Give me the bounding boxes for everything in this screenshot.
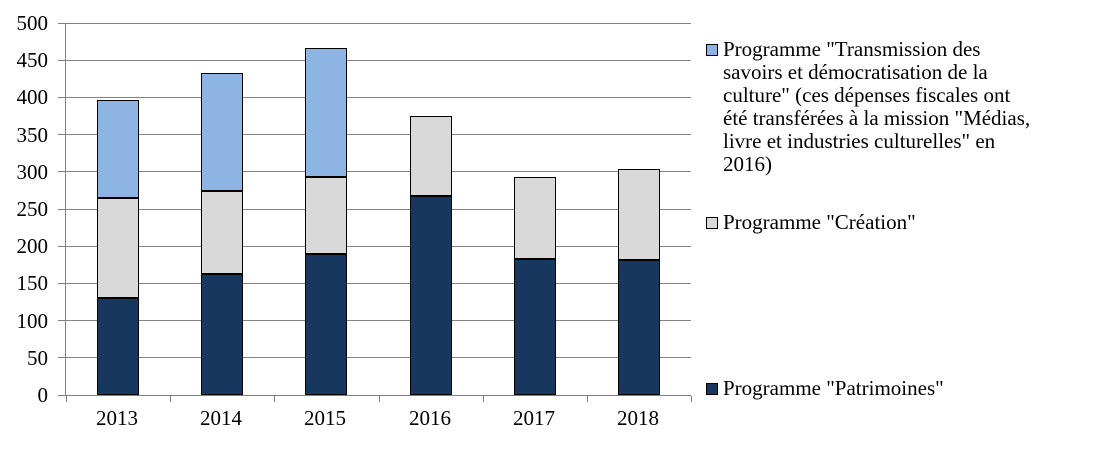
gridline-400: [66, 96, 691, 98]
x-axis: 2013 2014 2015 2016 2017 2018: [65, 403, 690, 437]
y-tick-200: [58, 245, 65, 247]
y-tick-500: [58, 22, 65, 24]
bar-segment: [618, 260, 660, 395]
bar-segment: [201, 274, 243, 395]
gridline-150: [66, 282, 691, 284]
legend-item-transmission: Programme "Transmission des savoirs et d…: [706, 38, 1030, 176]
gridline-500: [66, 22, 691, 24]
y-tick-label-350: 350: [16, 122, 49, 147]
x-tick-label-2018: 2018: [617, 406, 659, 430]
gridline-300: [66, 171, 691, 173]
gridline-200: [66, 245, 691, 247]
y-tick-label-300: 300: [16, 159, 49, 184]
legend-swatch-transmission: [706, 44, 718, 56]
x-tick-5: [587, 396, 588, 402]
y-tick-label-100: 100: [16, 308, 49, 333]
y-tick-label-150: 150: [16, 271, 49, 296]
x-tick-4: [483, 396, 484, 402]
bar-segment: [410, 196, 452, 395]
x-tick-label-2016: 2016: [409, 406, 451, 430]
bar-segment: [97, 298, 139, 395]
bar-segment: [305, 254, 347, 395]
legend-item-creation: Programme "Création": [706, 211, 916, 234]
x-tick-2: [274, 396, 275, 402]
x-tick-label-2017: 2017: [513, 406, 555, 430]
x-tick-0: [66, 396, 67, 402]
bar-segment: [305, 48, 347, 177]
y-tick-350: [58, 134, 65, 136]
legend: Programme "Transmission des savoirs et d…: [706, 0, 1094, 450]
gridline-250: [66, 208, 691, 210]
y-tick-250: [58, 208, 65, 210]
bar-segment: [514, 177, 556, 259]
x-tick-6: [691, 396, 692, 402]
x-tick-1: [170, 396, 171, 402]
x-tick-label-2013: 2013: [96, 406, 138, 430]
bar-segment: [305, 177, 347, 254]
y-tick-label-450: 450: [16, 48, 49, 73]
x-tick-3: [379, 396, 380, 402]
bar-segment: [618, 169, 660, 260]
y-tick-label-0: 0: [37, 383, 49, 407]
legend-label-patrimoines: Programme "Patrimoines": [723, 376, 944, 400]
y-tick-0: [58, 395, 65, 396]
y-tick-300: [58, 171, 65, 173]
y-tick-label-200: 200: [16, 234, 49, 259]
plot-area: [58, 22, 692, 402]
gridline-50: [66, 357, 691, 359]
gridline-350: [66, 134, 691, 136]
legend-item-patrimoines: Programme "Patrimoines": [706, 377, 944, 400]
bar-segment: [97, 198, 139, 298]
y-tick-label-250: 250: [16, 197, 49, 221]
y-tick-400: [58, 96, 65, 98]
bar-segment: [514, 259, 556, 395]
bar-2017: [514, 177, 556, 395]
legend-label-transmission: Programme "Transmission des savoirs et d…: [723, 37, 1031, 176]
bar-segment: [201, 73, 243, 191]
legend-label-creation: Programme "Création": [723, 210, 916, 234]
bar-2013: [97, 100, 139, 395]
y-tick-150: [58, 282, 65, 284]
legend-swatch-patrimoines: [706, 383, 718, 395]
legend-swatch-creation: [706, 217, 718, 229]
y-tick-label-400: 400: [16, 85, 49, 110]
bar-segment: [97, 100, 139, 198]
bar-2016: [410, 116, 452, 395]
y-axis: 0 50 100 150 200 250 300 350 400 450 500: [0, 12, 49, 406]
bar-segment: [201, 191, 243, 274]
bar-2018: [618, 169, 660, 395]
x-tick-label-2014: 2014: [200, 406, 242, 430]
y-tick-450: [58, 59, 65, 61]
y-tick-label-500: 500: [16, 11, 49, 35]
bar-segment: [410, 116, 452, 196]
y-tick-50: [58, 357, 65, 359]
x-tick-label-2015: 2015: [304, 406, 346, 430]
y-tick-100: [58, 320, 65, 322]
y-tick-label-50: 50: [27, 345, 48, 370]
bar-2014: [201, 73, 243, 395]
gridline-450: [66, 59, 691, 61]
bar-2015: [305, 48, 347, 395]
gridline-100: [66, 320, 691, 322]
